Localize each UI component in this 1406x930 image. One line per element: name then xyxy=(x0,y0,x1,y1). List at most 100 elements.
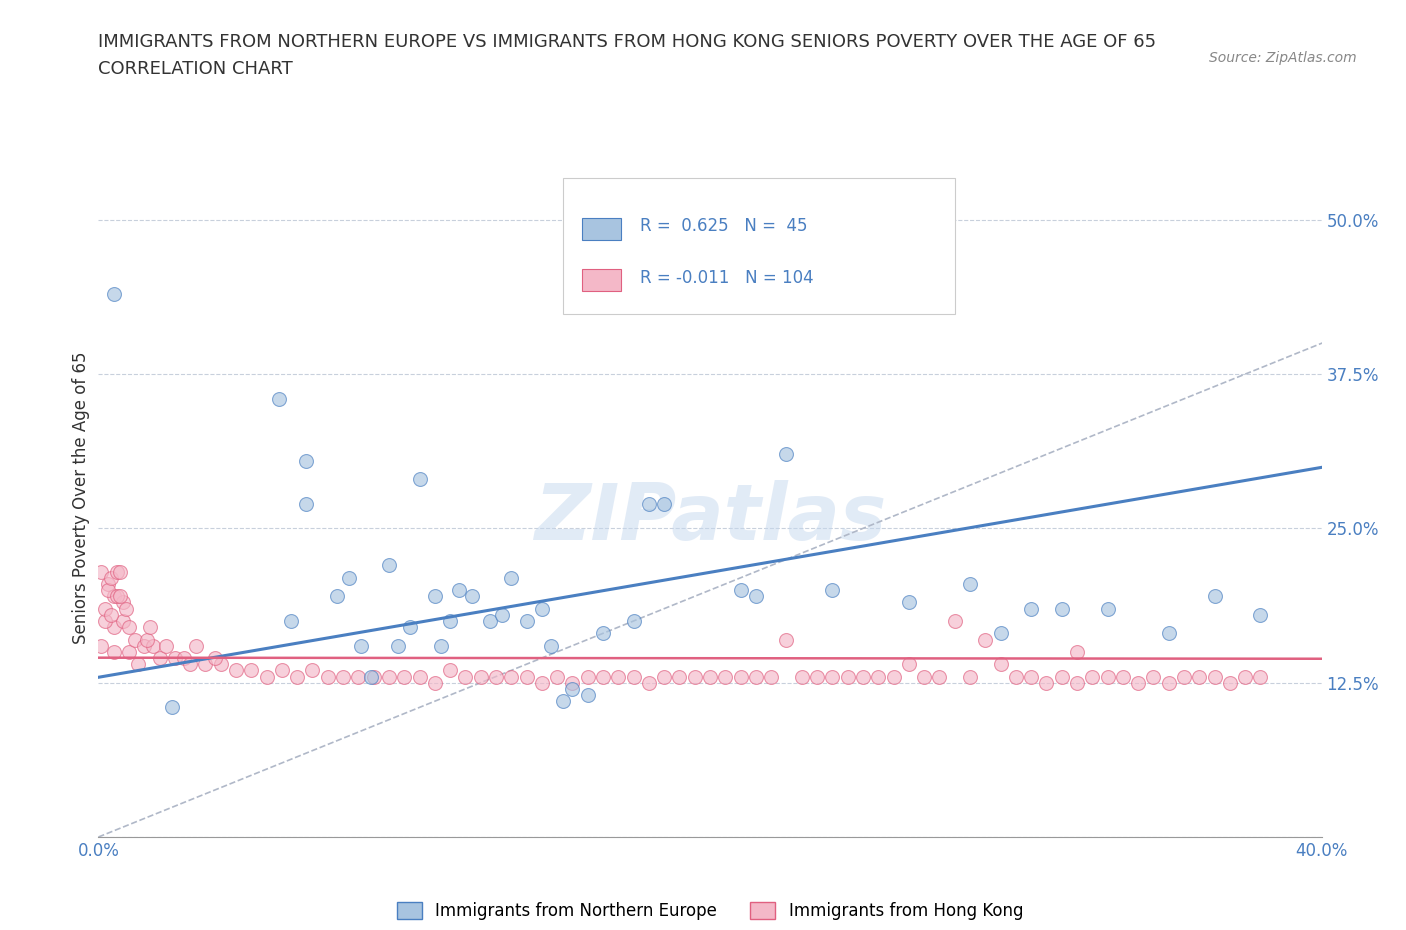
Point xyxy=(943,614,966,629)
Point xyxy=(652,669,675,684)
Point xyxy=(683,669,706,684)
Point xyxy=(1066,675,1088,690)
Point xyxy=(775,632,797,647)
Point xyxy=(103,589,125,604)
Point xyxy=(1173,669,1195,684)
Point xyxy=(449,583,471,598)
Point xyxy=(423,675,446,690)
Point xyxy=(1157,675,1180,690)
Point xyxy=(959,669,981,684)
Point xyxy=(745,589,768,604)
Point xyxy=(256,669,278,684)
Point xyxy=(1157,626,1180,641)
Point xyxy=(240,663,263,678)
Point xyxy=(295,497,318,512)
Point xyxy=(316,669,339,684)
Point xyxy=(108,589,131,604)
Point xyxy=(516,614,538,629)
Y-axis label: Seniors Poverty Over the Age of 65: Seniors Poverty Over the Age of 65 xyxy=(72,352,90,644)
Point xyxy=(118,619,141,634)
Point xyxy=(186,638,208,653)
Point xyxy=(837,669,859,684)
Point xyxy=(637,675,661,690)
Point xyxy=(103,644,125,659)
Point xyxy=(408,472,430,486)
Point xyxy=(100,607,122,622)
Point xyxy=(821,583,844,598)
Text: IMMIGRANTS FROM NORTHERN EUROPE VS IMMIGRANTS FROM HONG KONG SENIORS POVERTY OVE: IMMIGRANTS FROM NORTHERN EUROPE VS IMMIG… xyxy=(98,33,1157,50)
Point xyxy=(430,638,453,653)
Point xyxy=(194,657,217,671)
Point xyxy=(623,669,645,684)
Point xyxy=(454,669,477,684)
Point xyxy=(378,669,401,684)
Point xyxy=(592,669,614,684)
Point xyxy=(295,453,318,468)
Point xyxy=(714,669,737,684)
Point xyxy=(360,669,382,684)
Point xyxy=(530,601,553,616)
Point xyxy=(392,669,416,684)
Point xyxy=(470,669,492,684)
Point xyxy=(280,614,302,629)
Point xyxy=(225,663,247,678)
Point xyxy=(1204,589,1226,604)
Point xyxy=(745,669,768,684)
Point xyxy=(699,669,721,684)
Point xyxy=(209,657,232,671)
Point xyxy=(1188,669,1211,684)
Point xyxy=(103,619,125,634)
Point xyxy=(439,663,461,678)
Point xyxy=(897,657,920,671)
Point xyxy=(553,694,575,709)
Point xyxy=(1097,601,1119,616)
Point xyxy=(868,669,890,684)
Point xyxy=(637,497,661,512)
Point xyxy=(485,669,508,684)
Point xyxy=(668,669,690,684)
Point xyxy=(897,595,920,610)
Point xyxy=(530,675,553,690)
Point xyxy=(883,669,905,684)
Point xyxy=(93,614,115,629)
Point xyxy=(546,669,568,684)
Point xyxy=(155,638,177,653)
Point xyxy=(399,619,422,634)
Point xyxy=(478,614,501,629)
Point xyxy=(540,638,562,653)
Point xyxy=(1035,675,1057,690)
Text: ZIPatlas: ZIPatlas xyxy=(534,480,886,556)
Point xyxy=(350,638,373,653)
Point xyxy=(623,614,645,629)
Point xyxy=(1249,607,1271,622)
Point xyxy=(959,577,981,591)
Point xyxy=(1081,669,1104,684)
Point xyxy=(1066,644,1088,659)
Point xyxy=(97,583,120,598)
Point xyxy=(974,632,997,647)
Point xyxy=(990,626,1012,641)
Point xyxy=(928,669,950,684)
Point xyxy=(326,589,349,604)
Point xyxy=(387,638,409,653)
Point xyxy=(408,669,430,684)
Point xyxy=(491,607,513,622)
Point xyxy=(97,577,120,591)
Point xyxy=(134,638,156,653)
Text: R = -0.011   N = 104: R = -0.011 N = 104 xyxy=(640,269,814,286)
Point xyxy=(912,669,935,684)
Legend: Immigrants from Northern Europe, Immigrants from Hong Kong: Immigrants from Northern Europe, Immigra… xyxy=(391,896,1029,927)
Point xyxy=(347,669,370,684)
Point xyxy=(790,669,813,684)
Point xyxy=(1112,669,1135,684)
Point xyxy=(561,675,583,690)
Point xyxy=(561,682,583,697)
Text: CORRELATION CHART: CORRELATION CHART xyxy=(98,60,294,78)
Point xyxy=(173,651,195,666)
Point xyxy=(1128,675,1150,690)
Point xyxy=(136,632,159,647)
Point xyxy=(363,669,385,684)
Text: R =  0.625   N =  45: R = 0.625 N = 45 xyxy=(640,217,808,235)
Point xyxy=(378,558,401,573)
Point xyxy=(592,626,614,641)
